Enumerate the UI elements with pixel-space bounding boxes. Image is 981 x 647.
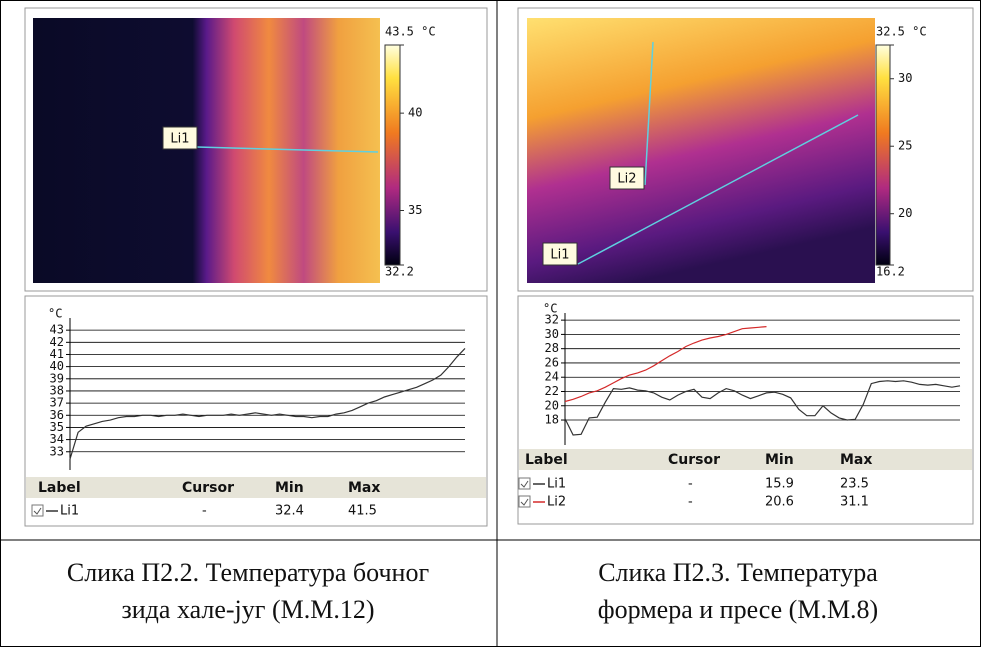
scale-label: 32.5 °C [876,25,927,39]
series-line [564,380,961,436]
line-label-box [609,166,645,190]
table-header-cell: Max [840,452,872,468]
legend-label: Li1 [60,504,79,519]
y-axis-unit: °C [48,307,62,321]
table-header [26,477,486,498]
y-tick-label: 36 [50,408,64,422]
y-tick-label: 37 [50,396,64,410]
line-label: Li1 [170,132,189,147]
series-line [564,326,767,403]
y-tick-label: 35 [50,420,64,434]
scale-label: 25 [898,139,912,153]
thermal-image [527,18,875,283]
checkmark [520,480,529,488]
caption: формера и пресе (М.М.8) [598,595,878,624]
y-tick-label: 33 [50,444,64,458]
y-tick-label: 26 [545,355,559,369]
y-tick-label: 34 [50,432,64,446]
chart-frame [517,295,974,525]
y-tick-label: 43 [50,323,64,337]
y-tick-label: 30 [545,327,559,341]
cursor-cell: - [688,477,693,492]
scale-label: 30 [898,71,912,85]
checkbox[interactable] [31,504,44,517]
y-tick-label: 42 [50,335,64,349]
scale-label: 20 [898,206,912,220]
profile-line [577,114,859,265]
max-cell: 23.5 [840,477,869,492]
table-header-cell: Min [275,480,304,496]
y-tick-label: 41 [50,347,64,361]
caption: Слика П2.2. Температура бочног [67,558,429,587]
y-tick-label: 32 [545,313,559,327]
y-tick-label: 20 [545,398,559,412]
y-tick-label: 39 [50,371,64,385]
legend-label: Li1 [547,477,566,492]
y-tick-label: 40 [50,359,64,373]
y-tick-label: 28 [545,341,559,355]
profile-line [644,41,654,186]
line-label: Li1 [550,248,569,263]
color-scale [875,44,891,266]
profile-line [196,146,379,153]
scale-label: 32.2 [385,265,414,279]
y-tick-label: 38 [50,383,64,397]
max-cell: 41.5 [348,504,377,519]
table-header-cell: Max [348,480,380,496]
scale-label: 40 [408,106,422,120]
series-line [69,347,466,460]
table-header-cell: Cursor [182,480,234,496]
table-header [519,449,972,470]
table-header-cell: Label [525,452,568,468]
caption: зида хале-југ (М.М.12) [122,595,375,624]
y-tick-label: 22 [545,384,559,398]
checkmark [33,507,42,515]
cursor-cell: - [202,504,207,519]
y-tick-label: 24 [545,370,559,384]
line-label-box [162,126,198,150]
scale-label: 43.5 °C [385,25,436,39]
caption: Слика П2.3. Температура [598,558,878,587]
min-cell: 15.9 [765,477,794,492]
table-header-cell: Label [38,480,81,496]
line-label: Li2 [617,172,636,187]
checkmark [520,498,529,506]
table-header-cell: Cursor [668,452,720,468]
checkbox[interactable] [518,495,531,508]
table-header-cell: Min [765,452,794,468]
scale-label: 16.2 [876,265,905,279]
y-axis-unit: °C [543,302,557,316]
cursor-cell: - [688,495,693,510]
legend-label: Li2 [547,495,566,510]
checkbox[interactable] [518,477,531,490]
max-cell: 31.1 [840,495,869,510]
line-label-box [542,242,578,266]
color-scale [384,44,401,266]
y-tick-label: 18 [545,413,559,427]
scale-label: 35 [408,203,422,217]
min-cell: 20.6 [765,495,794,510]
min-cell: 32.4 [275,504,304,519]
